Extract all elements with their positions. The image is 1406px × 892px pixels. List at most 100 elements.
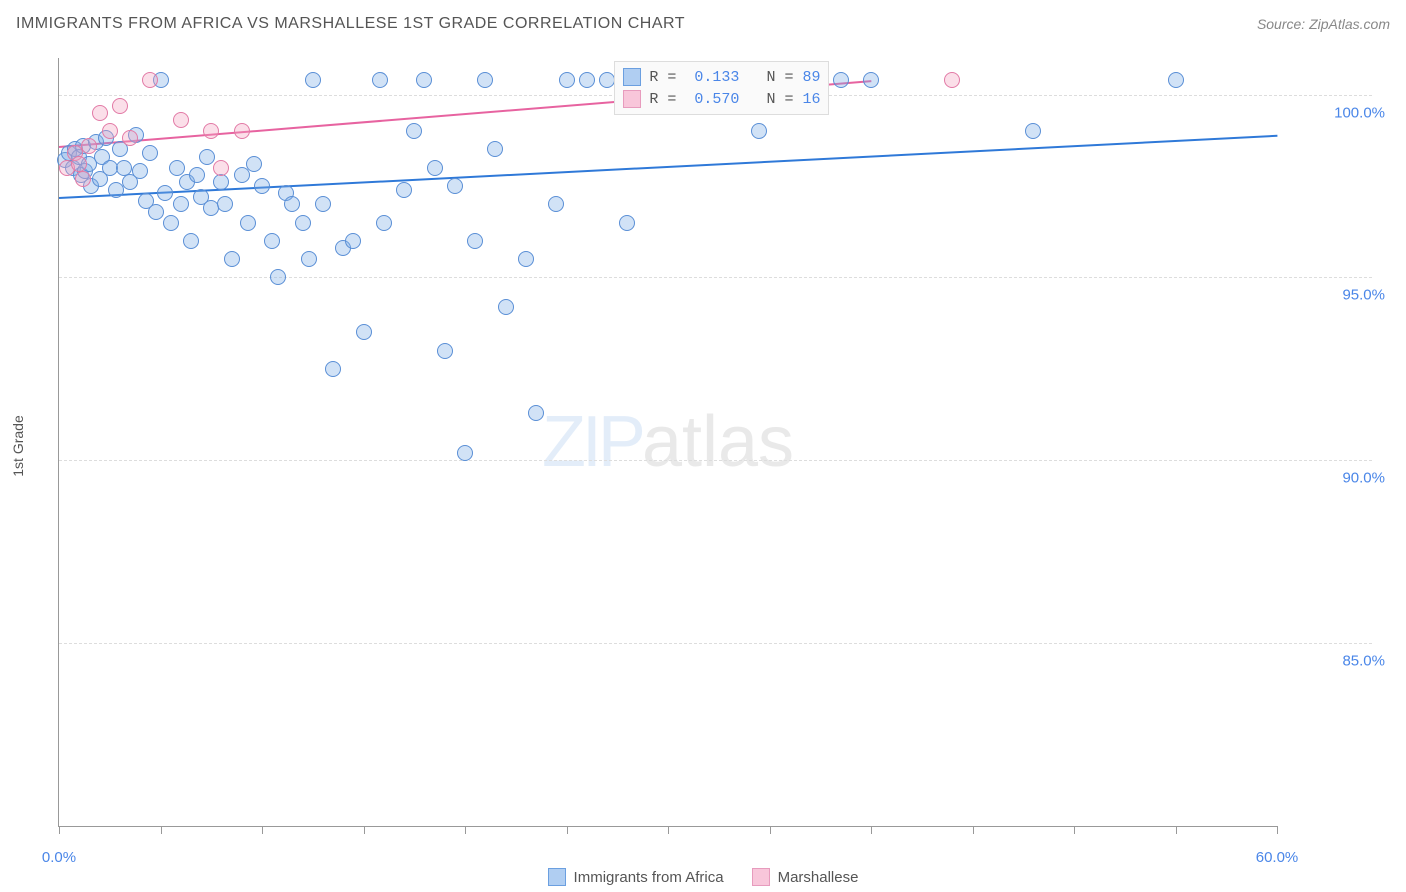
- data-point: [518, 251, 534, 267]
- legend-label: Immigrants from Africa: [574, 869, 724, 886]
- watermark-right: atlas: [642, 402, 794, 482]
- data-point: [254, 178, 270, 194]
- data-point: [833, 72, 849, 88]
- legend-swatch: [752, 868, 770, 886]
- data-point: [447, 178, 463, 194]
- x-tick: [871, 826, 872, 834]
- data-point: [234, 123, 250, 139]
- data-point: [487, 141, 503, 157]
- x-tick-label: 60.0%: [1256, 849, 1299, 866]
- chart-title: IMMIGRANTS FROM AFRICA VS MARSHALLESE 1S…: [16, 15, 685, 33]
- data-point: [579, 72, 595, 88]
- data-point: [142, 145, 158, 161]
- data-point: [457, 445, 473, 461]
- data-point: [416, 72, 432, 88]
- data-point: [203, 123, 219, 139]
- data-point: [116, 160, 132, 176]
- data-point: [71, 156, 87, 172]
- data-point: [224, 251, 240, 267]
- y-axis-label: 1st Grade: [10, 415, 26, 476]
- data-point: [498, 299, 514, 315]
- data-point: [305, 72, 321, 88]
- legend-label: Marshallese: [778, 869, 859, 886]
- legend-swatch: [623, 90, 641, 108]
- data-point: [75, 171, 91, 187]
- data-point: [863, 72, 879, 88]
- data-point: [189, 167, 205, 183]
- data-point: [372, 72, 388, 88]
- data-point: [92, 105, 108, 121]
- legend-swatch: [548, 868, 566, 886]
- data-point: [199, 149, 215, 165]
- x-tick: [668, 826, 669, 834]
- data-point: [467, 233, 483, 249]
- data-point: [183, 233, 199, 249]
- data-point: [477, 72, 493, 88]
- data-point: [102, 123, 118, 139]
- stats-row: R = 0.133 N = 89: [623, 66, 820, 88]
- legend-item: Marshallese: [752, 868, 859, 886]
- stats-text: R = 0.570 N = 16: [649, 91, 820, 108]
- plot-area: ZIPatlas 85.0%90.0%95.0%100.0%0.0%60.0%R…: [58, 58, 1277, 827]
- data-point: [112, 98, 128, 114]
- data-point: [132, 163, 148, 179]
- stats-text: R = 0.133 N = 89: [649, 69, 820, 86]
- x-tick: [262, 826, 263, 834]
- data-point: [122, 130, 138, 146]
- data-point: [148, 204, 164, 220]
- x-tick: [364, 826, 365, 834]
- grid-line: [59, 277, 1372, 278]
- data-point: [264, 233, 280, 249]
- y-tick-label: 90.0%: [1285, 470, 1385, 487]
- data-point: [217, 196, 233, 212]
- data-point: [142, 72, 158, 88]
- x-tick: [973, 826, 974, 834]
- data-point: [246, 156, 262, 172]
- x-tick: [1074, 826, 1075, 834]
- stats-row: R = 0.570 N = 16: [623, 88, 820, 110]
- data-point: [157, 185, 173, 201]
- data-point: [173, 196, 189, 212]
- data-point: [406, 123, 422, 139]
- data-point: [559, 72, 575, 88]
- x-tick: [465, 826, 466, 834]
- watermark-left: ZIP: [542, 402, 642, 482]
- data-point: [81, 138, 97, 154]
- data-point: [356, 324, 372, 340]
- grid-line: [59, 460, 1372, 461]
- stats-box: R = 0.133 N = 89 R = 0.570 N = 16: [614, 61, 829, 115]
- data-point: [427, 160, 443, 176]
- y-tick-label: 100.0%: [1285, 104, 1385, 121]
- grid-line: [59, 643, 1372, 644]
- data-point: [619, 215, 635, 231]
- x-tick: [1176, 826, 1177, 834]
- footer-legend: Immigrants from Africa Marshallese: [0, 868, 1406, 886]
- data-point: [169, 160, 185, 176]
- y-tick-label: 95.0%: [1285, 287, 1385, 304]
- x-tick-label: 0.0%: [42, 849, 76, 866]
- data-point: [301, 251, 317, 267]
- data-point: [240, 215, 256, 231]
- data-point: [437, 343, 453, 359]
- data-point: [163, 215, 179, 231]
- data-point: [599, 72, 615, 88]
- data-point: [528, 405, 544, 421]
- data-point: [213, 160, 229, 176]
- data-point: [270, 269, 286, 285]
- x-tick: [567, 826, 568, 834]
- data-point: [1168, 72, 1184, 88]
- data-point: [325, 361, 341, 377]
- data-point: [396, 182, 412, 198]
- data-point: [1025, 123, 1041, 139]
- watermark: ZIPatlas: [542, 401, 794, 483]
- source-label: Source: ZipAtlas.com: [1257, 16, 1390, 32]
- x-tick: [1277, 826, 1278, 834]
- data-point: [376, 215, 392, 231]
- data-point: [548, 196, 564, 212]
- data-point: [173, 112, 189, 128]
- x-tick: [770, 826, 771, 834]
- data-point: [284, 196, 300, 212]
- y-tick-label: 85.0%: [1285, 653, 1385, 670]
- x-tick: [59, 826, 60, 834]
- data-point: [944, 72, 960, 88]
